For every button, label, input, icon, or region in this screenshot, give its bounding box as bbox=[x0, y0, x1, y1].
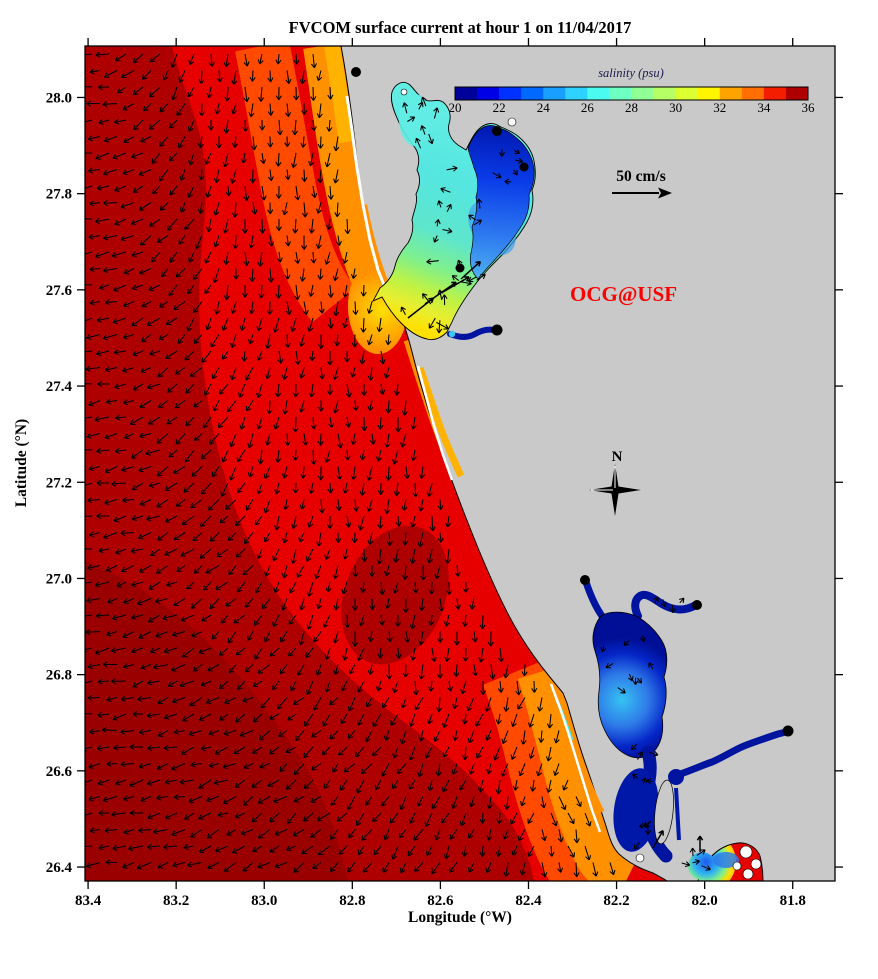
mouth-islets bbox=[635, 845, 762, 880]
coastal-red-orange-band-north bbox=[235, 46, 356, 323]
caloosahatchee-head bbox=[668, 769, 684, 785]
colorbar-cell bbox=[565, 87, 588, 100]
colorbar-cell bbox=[543, 87, 566, 100]
colorbar-cell bbox=[785, 87, 809, 100]
hillsborough-islet bbox=[507, 117, 517, 127]
scale-arrow-label: 50 cm/s bbox=[616, 168, 666, 185]
charlotte-harbor-water bbox=[592, 611, 668, 759]
colorbar-tick-label: 34 bbox=[757, 100, 771, 115]
map-plot-area bbox=[85, 46, 835, 881]
colorbar-tick-label: 20 bbox=[449, 100, 462, 115]
x-tick-label: 82.6 bbox=[427, 893, 454, 909]
map-markers bbox=[351, 67, 794, 737]
colorbar-cell bbox=[697, 87, 721, 100]
caloosahatchee-river bbox=[670, 728, 790, 780]
manatee-river bbox=[447, 326, 497, 340]
colorbar-cell bbox=[631, 87, 655, 100]
colorbar: salinity (psu) 20 22 24 26 28 30 32 34 36 bbox=[449, 66, 816, 115]
colorbar-cells bbox=[455, 87, 809, 100]
colorbar-cell bbox=[587, 87, 610, 100]
colorbar-cell bbox=[719, 87, 743, 100]
colorbar-cell bbox=[477, 87, 500, 100]
y-tick-label: 26.4 bbox=[46, 860, 73, 876]
coastal-orange-band-south bbox=[518, 665, 637, 881]
sarasota-bay-lagoon bbox=[416, 366, 465, 478]
axis-tick-labels: 83.4 83.2 83.0 82.8 82.6 82.4 82.2 82.0 81.8 28.0… bbox=[46, 90, 806, 909]
y-tick-label: 27.0 bbox=[46, 571, 72, 587]
plot-frame bbox=[84, 45, 836, 882]
compass-rose: N bbox=[589, 449, 641, 516]
colorbar-cell bbox=[741, 87, 765, 100]
y-tick-label: 26.8 bbox=[46, 668, 72, 684]
colorbar-tick-label: 30 bbox=[669, 100, 682, 115]
current-vector-field bbox=[85, 51, 711, 878]
compass-star bbox=[589, 464, 641, 516]
venice-barrier-islands bbox=[549, 683, 602, 833]
compass-label: N bbox=[612, 449, 623, 465]
watermark-text: OCG@USF bbox=[570, 282, 677, 306]
figure-title: FVCOM surface current at hour 1 on 11/04… bbox=[289, 18, 632, 37]
coastal-amber-band-north bbox=[324, 46, 355, 144]
old-tampa-bay-cyan bbox=[399, 94, 431, 146]
colorbar-cell bbox=[521, 87, 544, 100]
x-tick-label: 82.4 bbox=[515, 893, 542, 909]
colorbar-tick-label: 22 bbox=[493, 100, 506, 115]
hillsborough-bay-water bbox=[467, 125, 535, 280]
colorbar-cell bbox=[675, 87, 699, 100]
y-tick-label: 26.6 bbox=[46, 764, 73, 780]
manatee-river-cyan bbox=[448, 330, 456, 338]
x-tick-label: 83.4 bbox=[75, 893, 102, 909]
peace-river bbox=[631, 590, 700, 620]
colorbar-tick-label: 26 bbox=[581, 100, 595, 115]
matlacha-pass bbox=[674, 787, 681, 841]
colorbar-outline bbox=[454, 86, 809, 101]
y-tick-label: 27.2 bbox=[46, 475, 72, 491]
colorbar-cell bbox=[499, 87, 522, 100]
colorbar-tick-label: 32 bbox=[713, 100, 726, 115]
gulf-darker-corner bbox=[85, 560, 348, 881]
x-tick-label: 82.0 bbox=[692, 893, 718, 909]
scale-arrow-head bbox=[658, 187, 672, 199]
scale-arrow: 50 cm/s bbox=[612, 168, 672, 199]
colorbar-tick-label: 36 bbox=[802, 100, 816, 115]
x-tick-label: 81.8 bbox=[780, 893, 806, 909]
x-tick-label: 83.2 bbox=[163, 893, 189, 909]
x-axis-label: Longitude (°W) bbox=[408, 909, 512, 926]
x-tick-label: 82.2 bbox=[603, 893, 629, 909]
y-tick-label: 27.6 bbox=[46, 283, 73, 299]
colorbar-cell bbox=[653, 87, 677, 100]
y-tick-label: 28.0 bbox=[46, 90, 72, 106]
colorbar-cell bbox=[609, 87, 632, 100]
colorbar-cell bbox=[455, 87, 478, 100]
sarasota-barrier-islands bbox=[416, 365, 454, 481]
colorbar-tick-label: 28 bbox=[625, 100, 638, 115]
colorbar-title: salinity (psu) bbox=[598, 66, 664, 80]
pine-island bbox=[654, 779, 674, 845]
y-tick-label: 27.4 bbox=[46, 379, 73, 395]
colorbar-tick-labels: 20 22 24 26 28 30 32 34 36 bbox=[449, 100, 816, 115]
y-axis-label: Latitude (°N) bbox=[13, 419, 30, 507]
offshore-orange-speck bbox=[266, 163, 290, 191]
gulf-dark-red-patch bbox=[341, 525, 449, 665]
old-tampa-islet bbox=[400, 88, 408, 96]
x-tick-label: 83.0 bbox=[251, 893, 277, 909]
x-tick-label: 82.8 bbox=[339, 893, 365, 909]
axis-ticks bbox=[77, 38, 843, 889]
y-tick-label: 27.8 bbox=[46, 187, 72, 203]
pine-island-sound bbox=[613, 768, 659, 852]
san-carlos-bay bbox=[713, 852, 739, 868]
colorbar-cell bbox=[763, 87, 787, 100]
colorbar-tick-label: 24 bbox=[537, 100, 551, 115]
